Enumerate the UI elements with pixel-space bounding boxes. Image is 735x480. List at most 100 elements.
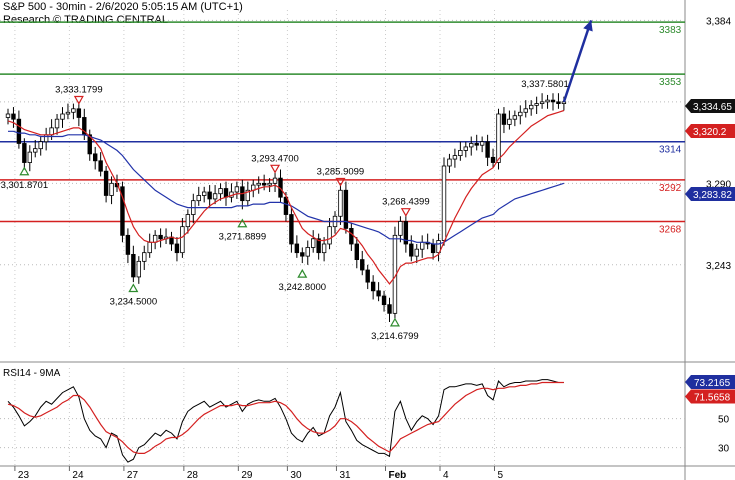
level-label: 3383 (659, 25, 682, 36)
candle-body (463, 146, 468, 151)
level-label: 3353 (659, 77, 682, 88)
low-label: 3,234.5000 (110, 297, 158, 308)
candle-body (523, 108, 528, 113)
x-tick-label: 4 (443, 470, 449, 480)
price-badge (685, 123, 735, 138)
level-price-label: 3,337.5801 (521, 79, 569, 90)
candle-body (16, 118, 22, 144)
rsi-tick-label: 50 (718, 415, 730, 426)
x-tick-label: 28 (187, 470, 199, 480)
candle-body (343, 189, 349, 229)
rsi-badge-label: 71.5658 (694, 392, 731, 403)
price-badge-label: 3,283.82 (693, 190, 732, 201)
price-tick-label: 3,243 (706, 261, 731, 272)
high-marker (270, 164, 281, 174)
candle-body (310, 238, 316, 248)
chart-subtitle: Research © TRADING CENTRAL (3, 14, 168, 26)
candle-body (196, 195, 201, 202)
candle-body (98, 160, 103, 172)
rsi-badge (685, 375, 735, 390)
candle-body (490, 156, 496, 163)
candle-body (158, 234, 163, 240)
candle-body (539, 101, 545, 105)
price-badge-label: 3,320.2 (693, 127, 727, 138)
candle-body (294, 243, 300, 254)
candle-body (289, 214, 294, 245)
low-marker (297, 268, 308, 278)
candle-body (54, 118, 60, 129)
candle-body (272, 177, 278, 184)
ma-red-line (7, 109, 565, 285)
high-marker (73, 95, 84, 105)
candle-body (71, 108, 76, 113)
candle-body (441, 165, 447, 241)
low-label: 3,214.6799 (371, 331, 419, 342)
x-tick-label: Feb (389, 470, 407, 480)
candle-body (109, 182, 114, 196)
candle-body (120, 186, 125, 236)
low-label: 3,242.8000 (279, 282, 327, 293)
level-label: 3314 (659, 145, 682, 156)
projection-arrow (562, 20, 593, 103)
candle-body (38, 141, 43, 150)
candle-body (507, 118, 512, 125)
candle-body (27, 151, 32, 163)
x-tick-label: 24 (72, 470, 84, 480)
candle-body (409, 243, 414, 257)
candle-body (300, 252, 305, 257)
price-tick-label: 3,290 (706, 179, 731, 190)
candle-body (518, 111, 523, 117)
candle-body (545, 99, 550, 103)
candle-body (561, 101, 567, 105)
candle-body (201, 191, 207, 196)
candle-body (245, 189, 250, 202)
candle-body (469, 143, 474, 148)
level-label: 3292 (659, 183, 682, 194)
candle-body (207, 191, 212, 200)
high-label: 3,268.4399 (382, 197, 430, 208)
candle-body (87, 134, 92, 155)
candle-body (414, 248, 419, 257)
low-label: 3,271.8899 (219, 232, 267, 243)
candle-body (349, 227, 354, 245)
candle-body (49, 127, 54, 136)
rsi-badge (685, 389, 735, 404)
candle-body (398, 221, 403, 236)
candle-body (11, 113, 16, 120)
rsi-ma-line (7, 381, 564, 454)
candle-body (185, 214, 191, 228)
candle-body (76, 108, 82, 118)
candle-body (485, 141, 490, 158)
x-tick-label: 23 (18, 470, 30, 480)
projection-arrowhead (583, 20, 593, 32)
candle-body (65, 111, 71, 115)
price-tick-label: 3,384 (706, 16, 731, 27)
candle-body (365, 269, 370, 283)
candle-body (142, 252, 147, 262)
candle-body (33, 148, 38, 153)
candle-body (267, 182, 272, 186)
candle-body (512, 115, 518, 120)
high-label: 3,285.9099 (317, 166, 365, 177)
candle-body (381, 295, 387, 306)
candle-body (556, 101, 561, 105)
candle-body (327, 226, 332, 245)
candle-body (321, 243, 327, 254)
candle-body (354, 243, 359, 261)
candle-body (550, 99, 556, 103)
candle-body (447, 158, 452, 167)
candle-body (436, 240, 441, 254)
low-marker (237, 218, 248, 228)
candle-body (458, 149, 463, 156)
candle-body (212, 193, 218, 200)
rsi-tick-label: 30 (718, 444, 730, 455)
high-marker (335, 177, 346, 187)
candle-body (479, 141, 485, 146)
candle-body (370, 281, 376, 292)
candle-body (223, 188, 229, 198)
x-tick-label: 31 (339, 470, 351, 480)
candle-body (136, 260, 141, 278)
candle-body (174, 243, 180, 254)
candle-body (430, 243, 436, 254)
